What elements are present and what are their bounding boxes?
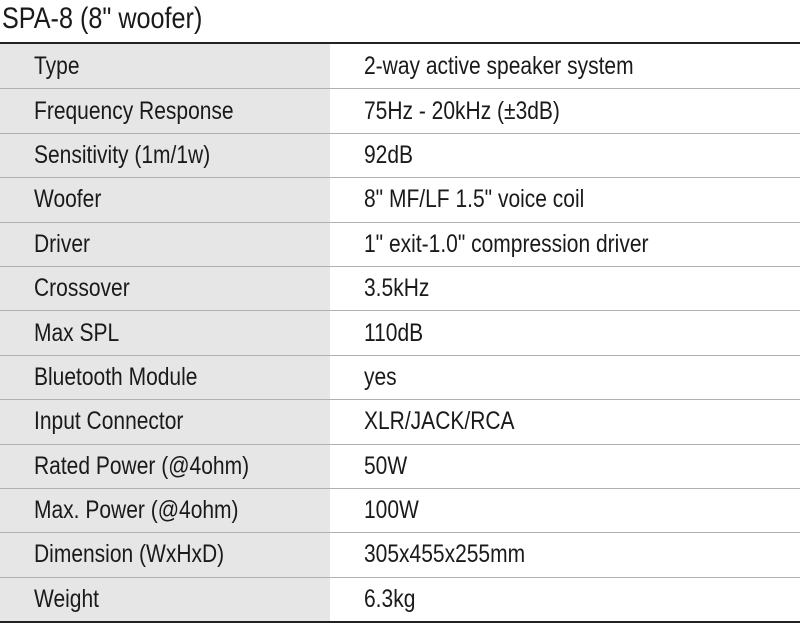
spec-label-cell: Dimension (WxHxD) [0,533,330,577]
spec-label: Crossover [34,274,130,303]
spec-row: Type 2-way active speaker system [0,44,800,89]
spec-value-cell: 110dB [330,311,800,355]
spec-label-cell: Type [0,44,330,89]
spec-value-cell: XLR/JACK/RCA [330,400,800,444]
spec-label-cell: Driver [0,222,330,266]
spec-label-cell: Frequency Response [0,89,330,133]
spec-label-cell: Max SPL [0,311,330,355]
spec-label-cell: Crossover [0,266,330,311]
spec-value-cell: 50W [330,444,800,488]
spec-label: Bluetooth Module [34,362,198,391]
spec-value: 110dB [364,318,424,347]
spec-value-cell: yes [330,355,800,400]
page-title: SPA-8 (8" woofer) [0,0,800,42]
spec-label: Driver [34,229,91,258]
spec-value-cell: 3.5kHz [330,266,800,311]
spec-row: Dimension (WxHxD) 305x455x255mm [0,532,800,577]
spec-value-cell: 1" exit-1.0" compression driver [330,222,800,266]
spec-label: Input Connector [34,407,184,436]
spec-label: Frequency Response [34,96,234,125]
spec-label: Rated Power (@4ohm) [34,451,250,480]
spec-value: 305x455x255mm [364,540,526,569]
spec-row: Max. Power (@4ohm) 100W [0,487,800,533]
spec-value-cell: 100W [330,488,800,533]
spec-row: Crossover 3.5kHz [0,265,800,311]
spec-label: Max SPL [34,318,120,347]
spec-label: Weight [34,584,99,613]
spec-row: Bluetooth Module yes [0,354,800,400]
spec-label-cell: Rated Power (@4ohm) [0,444,330,488]
spec-value-cell: 305x455x255mm [330,533,800,577]
spec-value: yes [364,362,397,391]
spec-row: Frequency Response 75Hz - 20kHz (±3dB) [0,88,800,133]
spec-row: Driver 1" exit-1.0" compression driver [0,221,800,266]
spec-value-cell: 6.3kg [330,577,800,622]
spec-label: Type [34,51,80,80]
spec-value-cell: 8" MF/LF 1.5" voice coil [330,178,800,222]
spec-row: Sensitivity (1m/1w) 92dB [0,132,800,178]
spec-label: Sensitivity (1m/1w) [34,140,211,169]
spec-row: Input Connector XLR/JACK/RCA [0,399,800,444]
spec-value: 3.5kHz [364,274,430,303]
spec-label-cell: Weight [0,577,330,622]
spec-label: Max. Power (@4ohm) [34,496,239,525]
spec-value: 1" exit-1.0" compression driver [364,229,649,258]
spec-value: XLR/JACK/RCA [364,407,515,436]
spec-value-cell: 92dB [330,133,800,178]
spec-value: 8" MF/LF 1.5" voice coil [364,185,585,214]
spec-value-cell: 75Hz - 20kHz (±3dB) [330,89,800,133]
spec-label-cell: Bluetooth Module [0,355,330,400]
title-text: SPA-8 (8" woofer) [2,2,203,35]
spec-label: Woofer [34,185,102,214]
spec-row: Woofer 8" MF/LF 1.5" voice coil [0,177,800,222]
spec-label-cell: Max. Power (@4ohm) [0,488,330,533]
spec-label-cell: Woofer [0,178,330,222]
spec-value-cell: 2-way active speaker system [330,44,800,89]
spec-label: Dimension (WxHxD) [34,540,225,569]
spec-label-cell: Input Connector [0,400,330,444]
spec-label-cell: Sensitivity (1m/1w) [0,133,330,178]
spec-table: Type 2-way active speaker system Frequency… [0,42,800,623]
spec-value: 92dB [364,140,414,169]
spec-value: 75Hz - 20kHz (±3dB) [364,96,560,125]
spec-value: 2-way active speaker system [364,51,634,80]
spec-value: 6.3kg [364,584,416,613]
spec-row: Weight 6.3kg [0,576,800,622]
spec-value: 100W [364,496,419,525]
spec-value: 50W [364,451,408,480]
spec-row: Rated Power (@4ohm) 50W [0,443,800,488]
spec-row: Max SPL 110dB [0,310,800,355]
